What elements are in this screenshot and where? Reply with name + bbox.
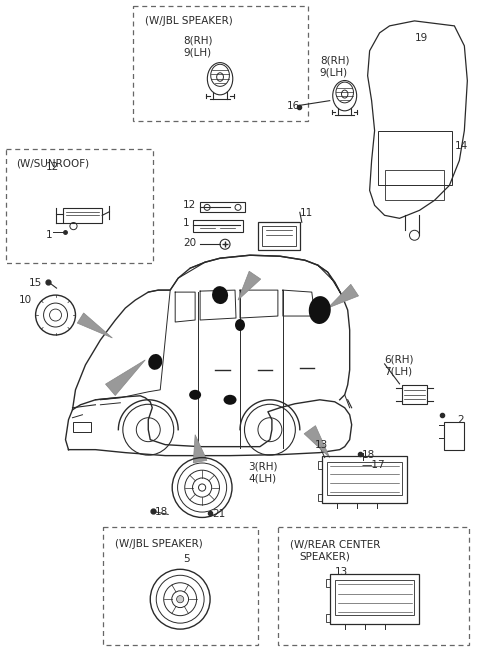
Bar [262, 226, 296, 246]
Text: (W/SUNROOF): (W/SUNROOF) [16, 159, 89, 168]
Text: 2: 2 [457, 415, 464, 424]
Text: (W/JBL SPEAKER): (W/JBL SPEAKER) [115, 539, 203, 550]
Bar [133, 6, 308, 121]
Bar [322, 456, 407, 504]
Bar [335, 580, 415, 615]
Text: 16: 16 [287, 101, 300, 111]
Bar [103, 527, 258, 645]
Bar [330, 574, 420, 624]
Polygon shape [328, 284, 359, 308]
Text: (W/JBL SPEAKER): (W/JBL SPEAKER) [145, 16, 233, 26]
Text: 4(LH): 4(LH) [248, 474, 276, 483]
Bar [378, 130, 452, 185]
Bar [73, 422, 91, 432]
Bar [318, 493, 322, 502]
Bar [6, 149, 153, 263]
Polygon shape [106, 360, 145, 396]
Text: 10: 10 [19, 295, 32, 305]
Text: 13: 13 [315, 440, 328, 450]
Text: 18: 18 [155, 508, 168, 517]
Text: 1: 1 [46, 231, 52, 240]
Text: 19: 19 [415, 33, 428, 43]
Ellipse shape [148, 354, 162, 370]
Text: 18: 18 [361, 449, 375, 460]
Bar [402, 386, 427, 404]
Text: 3(RH): 3(RH) [248, 462, 277, 472]
Bar [193, 220, 243, 233]
Ellipse shape [309, 296, 331, 324]
Bar [444, 422, 464, 449]
Text: —17: —17 [361, 460, 385, 470]
Bar [258, 222, 300, 250]
Text: 12: 12 [46, 162, 59, 172]
Text: 1: 1 [183, 218, 190, 229]
Bar [326, 614, 330, 622]
Text: 11: 11 [300, 208, 313, 218]
Polygon shape [238, 271, 261, 300]
Bar [326, 579, 330, 588]
Text: (W/REAR CENTER: (W/REAR CENTER [290, 539, 380, 550]
Text: 9(LH): 9(LH) [320, 67, 348, 78]
Ellipse shape [224, 395, 237, 405]
Circle shape [177, 595, 184, 603]
Text: 21: 21 [212, 510, 225, 519]
Ellipse shape [212, 286, 228, 304]
Text: 8(RH): 8(RH) [183, 36, 213, 46]
Text: 9(LH): 9(LH) [183, 48, 211, 58]
Text: 8(RH): 8(RH) [320, 56, 349, 66]
Bar [278, 527, 469, 645]
Text: SPEAKER): SPEAKER) [300, 552, 351, 561]
Text: 6(RH): 6(RH) [384, 355, 414, 365]
Text: 14: 14 [455, 141, 468, 151]
Text: 5: 5 [183, 554, 190, 565]
Bar [200, 202, 245, 212]
Text: 20: 20 [183, 238, 196, 248]
Ellipse shape [189, 390, 201, 400]
Bar [384, 170, 444, 200]
Polygon shape [193, 435, 207, 463]
Text: 13: 13 [335, 567, 348, 577]
Polygon shape [304, 426, 330, 458]
Text: 15: 15 [29, 278, 42, 288]
Bar [327, 462, 402, 495]
Bar [318, 460, 322, 468]
Bar [63, 208, 102, 223]
Ellipse shape [235, 319, 245, 331]
Polygon shape [77, 313, 112, 338]
Text: 7(LH): 7(LH) [384, 367, 413, 377]
Text: 12: 12 [183, 200, 196, 210]
